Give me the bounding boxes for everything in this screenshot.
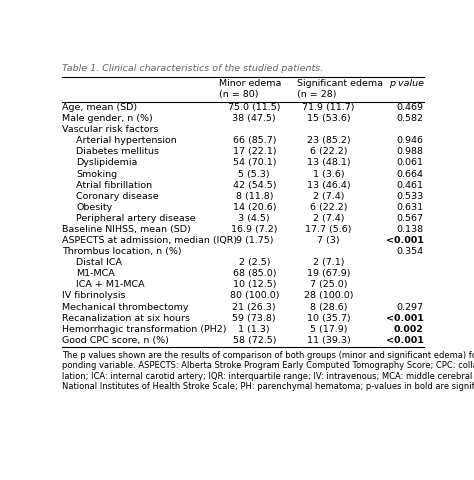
Text: 2 (2.5): 2 (2.5)	[238, 258, 270, 267]
Text: 13 (46.4): 13 (46.4)	[307, 180, 351, 190]
Text: 0.061: 0.061	[397, 158, 424, 168]
Text: Significant edema
(n = 28): Significant edema (n = 28)	[297, 79, 383, 99]
Text: 0.002: 0.002	[394, 325, 424, 334]
Text: 6 (22.2): 6 (22.2)	[310, 203, 347, 212]
Text: 58 (72.5): 58 (72.5)	[233, 336, 276, 345]
Text: 0.354: 0.354	[397, 247, 424, 256]
Text: <0.001: <0.001	[386, 336, 424, 345]
Text: Smoking: Smoking	[76, 169, 117, 179]
Text: IV fibrinolysis: IV fibrinolysis	[62, 291, 126, 300]
Text: 1 (1.3): 1 (1.3)	[238, 325, 270, 334]
Text: Table 1. Clinical characteristics of the studied patients.: Table 1. Clinical characteristics of the…	[62, 64, 323, 73]
Text: 3 (4.5): 3 (4.5)	[238, 214, 270, 223]
Text: Good CPC score, n (%): Good CPC score, n (%)	[62, 336, 169, 345]
Text: Coronary disease: Coronary disease	[76, 192, 159, 201]
Text: 0.567: 0.567	[397, 214, 424, 223]
Text: <0.001: <0.001	[386, 313, 424, 323]
Text: 42 (54.5): 42 (54.5)	[233, 180, 276, 190]
Text: 23 (85.2): 23 (85.2)	[307, 136, 351, 145]
Text: 0.582: 0.582	[397, 114, 424, 123]
Text: 75.0 (11.5): 75.0 (11.5)	[228, 103, 281, 112]
Text: Male gender, n (%): Male gender, n (%)	[62, 114, 153, 123]
Text: 1 (3.6): 1 (3.6)	[313, 169, 345, 179]
Text: 13 (48.1): 13 (48.1)	[307, 158, 351, 168]
Text: <0.001: <0.001	[386, 236, 424, 245]
Text: 7 (3): 7 (3)	[318, 236, 340, 245]
Text: 66 (85.7): 66 (85.7)	[233, 136, 276, 145]
Text: Vascular risk factors: Vascular risk factors	[62, 125, 159, 134]
Text: 71.9 (11.7): 71.9 (11.7)	[302, 103, 355, 112]
Text: 15 (53.6): 15 (53.6)	[307, 114, 351, 123]
Text: Atrial fibrillation: Atrial fibrillation	[76, 180, 152, 190]
Text: 16.9 (7.2): 16.9 (7.2)	[231, 225, 277, 234]
Text: Hemorrhagic transformation (PH2): Hemorrhagic transformation (PH2)	[62, 325, 227, 334]
Text: Baseline NIHSS, mean (SD): Baseline NIHSS, mean (SD)	[62, 225, 191, 234]
Text: 5 (17.9): 5 (17.9)	[310, 325, 347, 334]
Text: 17 (22.1): 17 (22.1)	[233, 147, 276, 156]
Text: 0.664: 0.664	[397, 169, 424, 179]
Text: 0.533: 0.533	[396, 192, 424, 201]
Text: 21 (26.3): 21 (26.3)	[232, 302, 276, 312]
Text: 28 (100.0): 28 (100.0)	[304, 291, 354, 300]
Text: 59 (73.8): 59 (73.8)	[232, 313, 276, 323]
Text: Arterial hypertension: Arterial hypertension	[76, 136, 177, 145]
Text: 0.946: 0.946	[397, 136, 424, 145]
Text: Dyslipidemia: Dyslipidemia	[76, 158, 137, 168]
Text: 2 (7.4): 2 (7.4)	[313, 192, 345, 201]
Text: ASPECTS at admission, median (IQR): ASPECTS at admission, median (IQR)	[62, 236, 237, 245]
Text: 7 (25.0): 7 (25.0)	[310, 280, 347, 289]
Text: 19 (67.9): 19 (67.9)	[307, 269, 350, 278]
Text: p value: p value	[389, 79, 424, 88]
Text: M1-MCA: M1-MCA	[76, 269, 115, 278]
Text: 0.297: 0.297	[397, 302, 424, 312]
Text: The p values shown are the results of comparison of both groups (minor and signi: The p values shown are the results of co…	[62, 351, 474, 360]
Text: 11 (39.3): 11 (39.3)	[307, 336, 351, 345]
Text: ponding variable. ASPECTS: Alberta Stroke Program Early Computed Tomography Scor: ponding variable. ASPECTS: Alberta Strok…	[62, 361, 474, 371]
Text: Recanalization at six hours: Recanalization at six hours	[62, 313, 190, 323]
Text: 8 (28.6): 8 (28.6)	[310, 302, 347, 312]
Text: 54 (70.1): 54 (70.1)	[233, 158, 276, 168]
Text: Mechanical thrombectomy: Mechanical thrombectomy	[62, 302, 189, 312]
Text: 0.461: 0.461	[397, 180, 424, 190]
Text: 38 (47.5): 38 (47.5)	[232, 114, 276, 123]
Text: 0.988: 0.988	[397, 147, 424, 156]
Text: 80 (100.0): 80 (100.0)	[229, 291, 279, 300]
Text: 17.7 (5.6): 17.7 (5.6)	[305, 225, 352, 234]
Text: 10 (35.7): 10 (35.7)	[307, 313, 351, 323]
Text: Minor edema
(n = 80): Minor edema (n = 80)	[219, 79, 282, 99]
Text: 5 (5.3): 5 (5.3)	[238, 169, 270, 179]
Text: Obesity: Obesity	[76, 203, 112, 212]
Text: Age, mean (SD): Age, mean (SD)	[62, 103, 137, 112]
Text: 14 (20.6): 14 (20.6)	[233, 203, 276, 212]
Text: 0.631: 0.631	[397, 203, 424, 212]
Text: 8 (11.8): 8 (11.8)	[236, 192, 273, 201]
Text: 9 (1.75): 9 (1.75)	[236, 236, 273, 245]
Text: Peripheral artery disease: Peripheral artery disease	[76, 214, 196, 223]
Text: 0.138: 0.138	[397, 225, 424, 234]
Text: Diabetes mellitus: Diabetes mellitus	[76, 147, 159, 156]
Text: Thrombus location, n (%): Thrombus location, n (%)	[62, 247, 182, 256]
Text: ICA + M1-MCA: ICA + M1-MCA	[76, 280, 145, 289]
Text: lation; ICA: internal carotid artery; IQR: interquartile range; IV: intravenous;: lation; ICA: internal carotid artery; IQ…	[62, 372, 474, 381]
Text: 2 (7.1): 2 (7.1)	[313, 258, 345, 267]
Text: 2 (7.4): 2 (7.4)	[313, 214, 345, 223]
Text: Distal ICA: Distal ICA	[76, 258, 122, 267]
Text: 0.469: 0.469	[397, 103, 424, 112]
Text: 68 (85.0): 68 (85.0)	[233, 269, 276, 278]
Text: National Institutes of Health Stroke Scale; PH: parenchymal hematoma; p-values i: National Institutes of Health Stroke Sca…	[62, 382, 474, 391]
Text: 6 (22.2): 6 (22.2)	[310, 147, 347, 156]
Text: 10 (12.5): 10 (12.5)	[233, 280, 276, 289]
